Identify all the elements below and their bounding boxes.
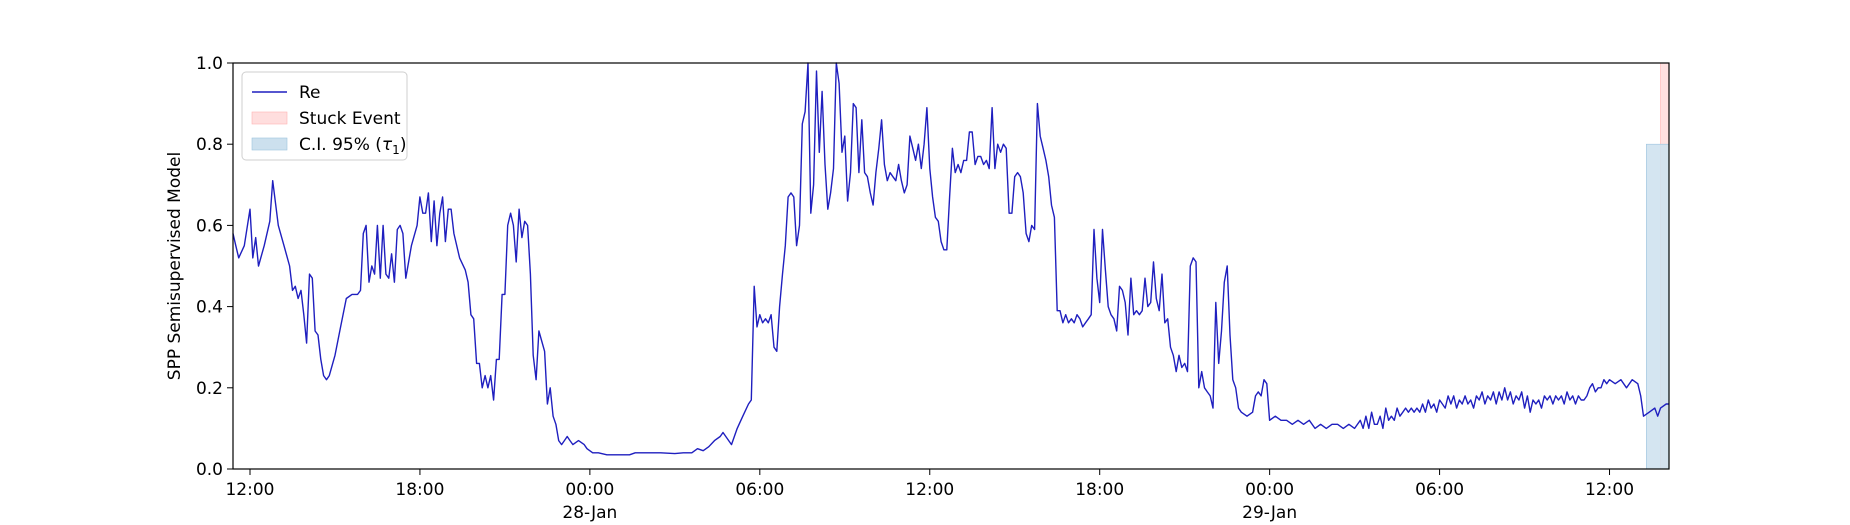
series-line-re xyxy=(232,62,1669,456)
region-confidence-interval xyxy=(1646,143,1670,470)
legend-tail: ) xyxy=(400,135,407,155)
x-tick-label: 18:00 xyxy=(395,480,444,500)
x-tick-label: 12:00 xyxy=(225,480,274,500)
y-tick-label: 0.0 xyxy=(196,460,223,480)
legend-label: Stuck Event xyxy=(299,109,401,129)
y-axis: 0.0 0.2 0.4 0.6 0.8 1.0 xyxy=(196,54,233,480)
series-lines xyxy=(232,62,1669,456)
y-tick-label: 0.4 xyxy=(196,298,223,318)
legend-label: C.I. 95% (τ1) xyxy=(299,135,406,157)
x-tick-label: 06:00 xyxy=(735,480,784,500)
y-tick-label: 0.6 xyxy=(196,216,223,236)
x-tick-label: 00:00 xyxy=(565,480,614,500)
x-tick-label: 12:00 xyxy=(905,480,954,500)
y-tick-label: 0.8 xyxy=(196,135,223,155)
x-tick-label: 18:00 xyxy=(1075,480,1124,500)
legend-swatch-patch xyxy=(251,111,288,125)
x-tick-date-label: 28-Jan xyxy=(562,503,617,523)
legend-label: Re xyxy=(299,83,321,103)
y-axis-label: SPP Semisupervised Model xyxy=(165,152,185,380)
x-tick-date-label: 29-Jan xyxy=(1242,503,1297,523)
x-tick-label: 06:00 xyxy=(1415,480,1464,500)
legend: Re Stuck Event C.I. 95% (τ1) xyxy=(241,71,408,161)
shaded-regions xyxy=(1646,62,1670,470)
y-tick-label: 0.2 xyxy=(196,379,223,399)
legend-swatch-patch xyxy=(251,137,288,151)
plot-area-frame xyxy=(232,62,1670,470)
y-tick-label: 1.0 xyxy=(196,54,223,74)
x-tick-label: 00:00 xyxy=(1245,480,1294,500)
legend-subscript: 1 xyxy=(392,143,400,157)
x-axis: 12:00 18:00 00:00 28-Jan 06:00 12:00 18:00 00:0… xyxy=(225,469,1634,523)
x-tick-label: 12:00 xyxy=(1585,480,1634,500)
legend-math: τ xyxy=(382,135,393,155)
